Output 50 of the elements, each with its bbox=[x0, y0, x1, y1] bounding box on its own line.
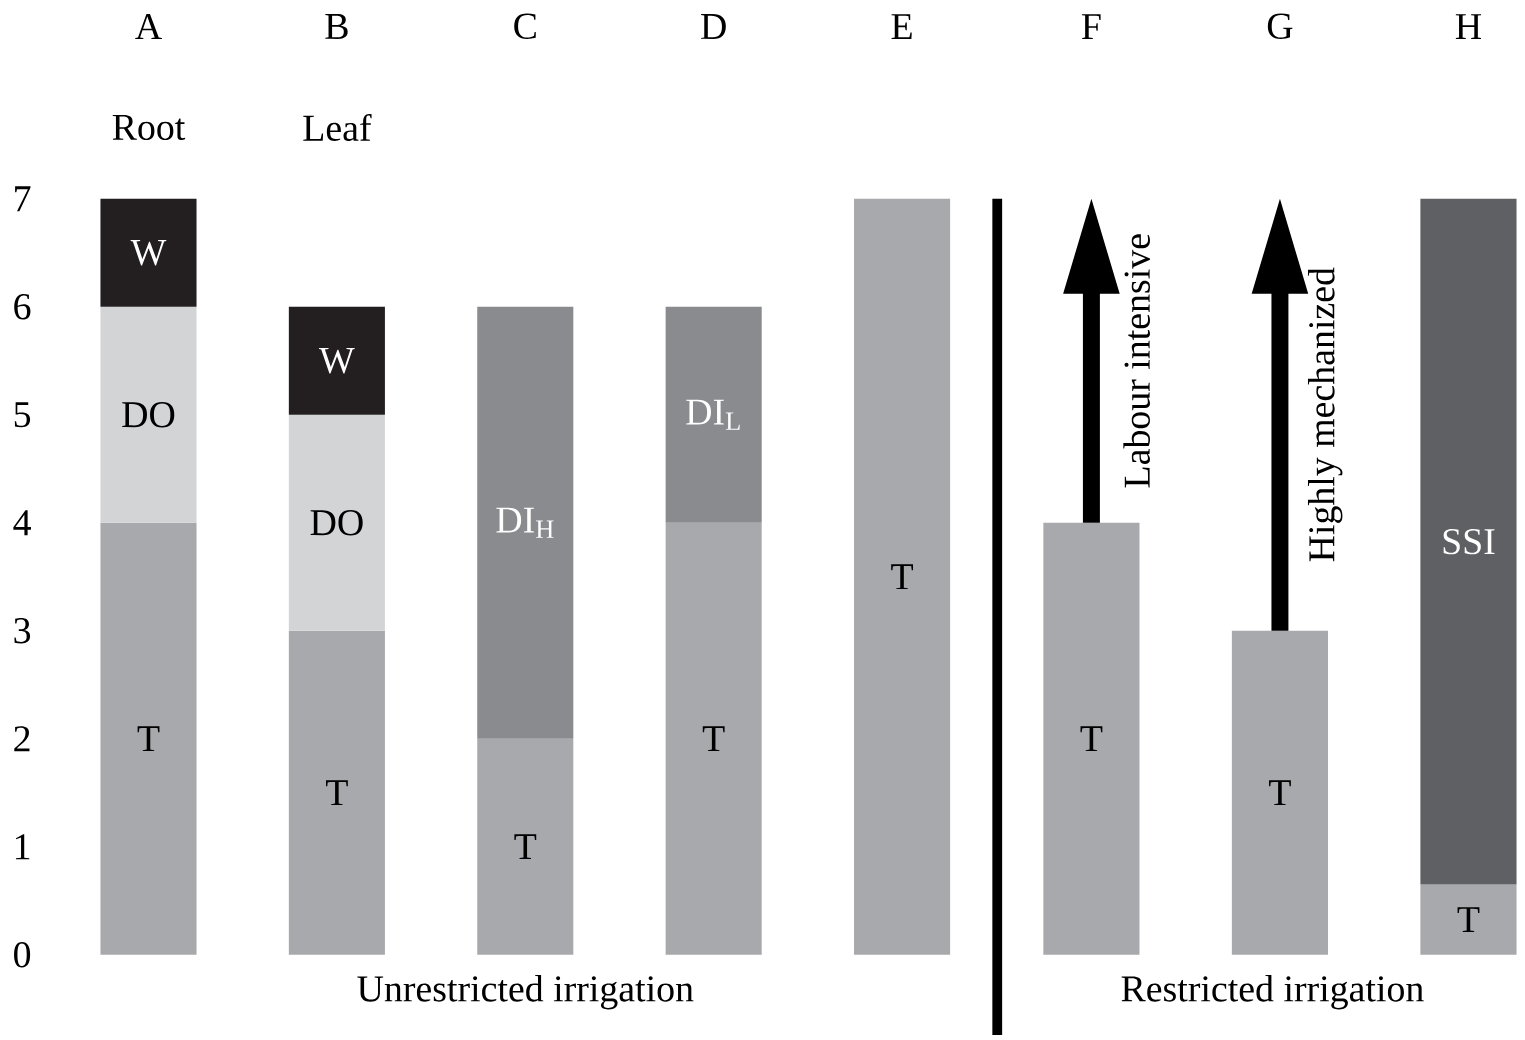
bar bbox=[288, 306, 385, 415]
bar bbox=[854, 198, 951, 955]
bar bbox=[477, 738, 574, 955]
bar bbox=[1420, 198, 1517, 885]
bar bbox=[100, 198, 197, 307]
series-label: T bbox=[1457, 907, 1480, 933]
series-label: SSI bbox=[1443, 528, 1495, 555]
bar bbox=[100, 522, 197, 955]
series-label: DI$_{L}$ bbox=[686, 399, 740, 430]
y-tick-label: 5 bbox=[14, 402, 31, 428]
bar bbox=[665, 306, 762, 523]
y-tick-label: 2 bbox=[14, 726, 30, 752]
text: T bbox=[514, 834, 537, 860]
annotation: Labour intensive bbox=[1123, 234, 1150, 488]
text: T bbox=[891, 564, 914, 590]
series-label: T bbox=[702, 726, 725, 752]
text: Leaf bbox=[303, 114, 372, 142]
bar bbox=[665, 522, 762, 955]
x-axis-title: Restricted irrigation bbox=[1121, 975, 1424, 1010]
x-tick-label: H bbox=[1455, 14, 1482, 39]
bar bbox=[288, 630, 385, 955]
text: DO bbox=[122, 402, 175, 428]
x-tick-label: A bbox=[135, 14, 162, 39]
y-tick-label: 6 bbox=[14, 294, 31, 320]
text: T bbox=[1269, 780, 1291, 806]
y-tick-label: 1 bbox=[15, 834, 30, 860]
y-tick-label: 3 bbox=[14, 618, 31, 644]
text: T bbox=[326, 780, 348, 806]
bar bbox=[100, 306, 197, 523]
x-tick-label: F bbox=[1081, 14, 1101, 39]
bar bbox=[1420, 884, 1517, 955]
x-tick-label: D bbox=[701, 14, 726, 39]
x-tick-label: B bbox=[325, 14, 348, 39]
text: Root bbox=[112, 114, 186, 141]
annotation: Highly mechanized bbox=[1307, 267, 1343, 562]
text: T bbox=[137, 726, 160, 752]
x-tick-label: G bbox=[1267, 13, 1293, 40]
series-label: DO bbox=[310, 510, 363, 536]
bar bbox=[477, 306, 574, 739]
x-tick-label: E bbox=[891, 14, 912, 39]
x-axis-title: Unrestricted irrigation bbox=[357, 975, 694, 1010]
x-tick-label: C bbox=[514, 13, 536, 40]
bar bbox=[288, 414, 385, 631]
series-label: DI$_{H}$ bbox=[496, 507, 554, 538]
text: T bbox=[1080, 726, 1103, 752]
series-label: W bbox=[319, 348, 355, 374]
y-tick-label: 7 bbox=[15, 186, 31, 212]
y-tick-label: 4 bbox=[13, 510, 31, 536]
text: W bbox=[130, 240, 167, 266]
y-tick-label: 0 bbox=[14, 941, 31, 968]
